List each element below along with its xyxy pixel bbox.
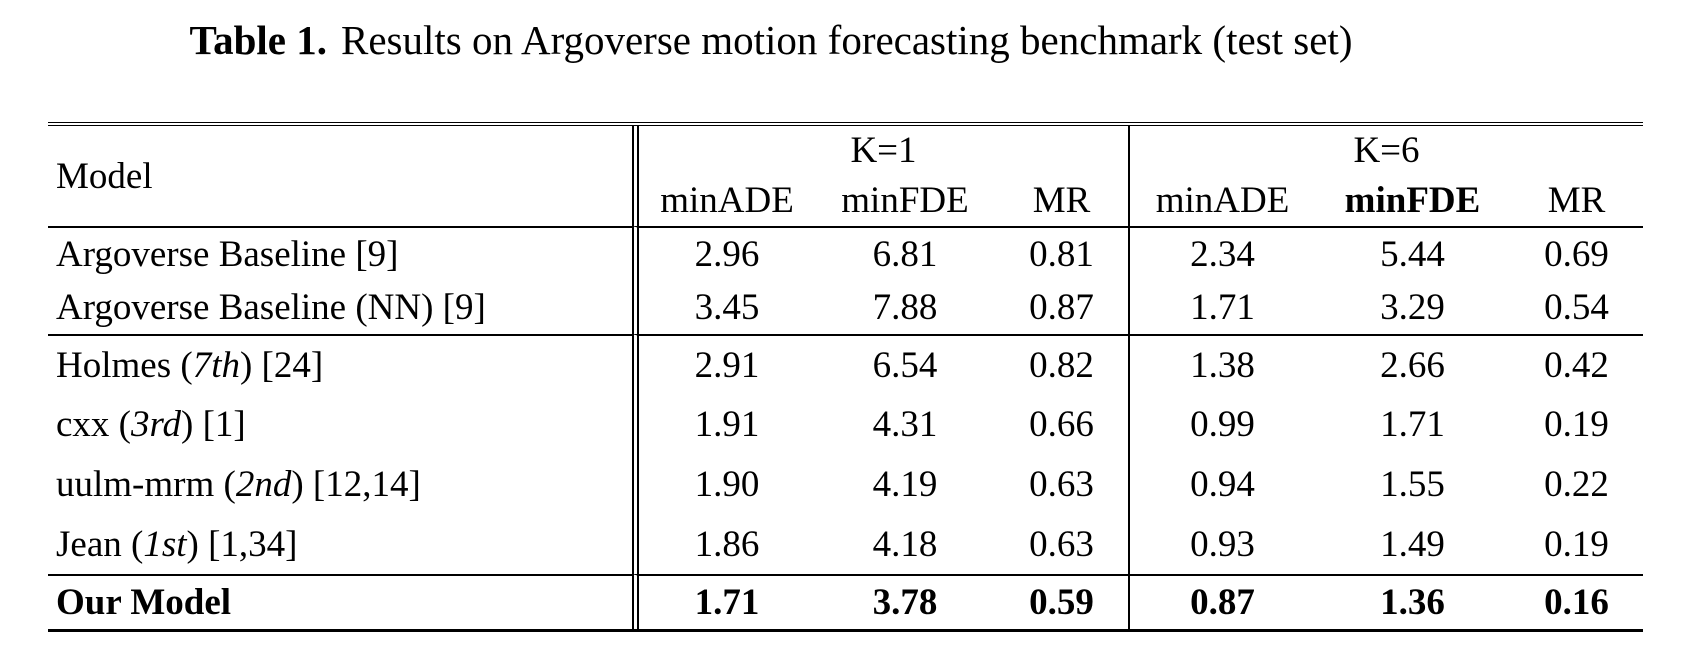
model-name-part: ) [1,34] <box>186 523 298 565</box>
column-header-k1-mr: MR <box>1032 179 1091 221</box>
model-name-part: Holmes ( <box>56 344 193 386</box>
cell-k6-mr: 0.16 <box>1510 574 1643 629</box>
cell-k6-minade: 0.99 <box>1128 394 1315 454</box>
cell-k1-mr: 0.59 <box>995 574 1128 629</box>
column-header-k6-minfde: minFDE <box>1344 179 1481 221</box>
model-name: cxx (3rd) [1] <box>48 394 632 454</box>
model-name: Holmes (7th) [24] <box>48 334 632 394</box>
cell-k1-minfde: 4.31 <box>872 403 938 445</box>
cell-k6-minade: 0.93 <box>1128 514 1315 574</box>
model-name-ordinal: 2nd <box>235 463 292 505</box>
cell-k1-mr: 0.81 <box>995 226 1128 280</box>
cell-k6-minfde: 3.29 <box>1380 286 1445 328</box>
cell-k6-mr: 0.69 <box>1510 226 1643 280</box>
model-name-part: Jean ( <box>56 523 144 565</box>
cell-k6-minade: 1.38 <box>1128 334 1315 394</box>
model-name-part: ) [24] <box>239 344 324 386</box>
cell-k1-minade: 1.91 <box>632 394 815 454</box>
cell-k1-mr: 0.63 <box>1029 523 1094 565</box>
cell-k1-minade: 1.71 <box>632 574 815 629</box>
cell-k1-minade: 1.90 <box>632 454 815 514</box>
cell-k6-minfde: 1.71 <box>1380 403 1445 445</box>
cell-k1-minfde: 4.19 <box>872 463 938 505</box>
model-name-part: cxx ( <box>56 403 131 445</box>
cell-k6-mr: 0.42 <box>1510 334 1643 394</box>
model-name: Our Model <box>48 574 632 629</box>
caption-label: Table 1. <box>189 17 327 63</box>
cell-k1-minfde: 6.54 <box>815 334 995 394</box>
model-name-part: Our Model <box>56 582 232 623</box>
model-name-ordinal: 3rd <box>131 403 182 445</box>
cell-k6-minfde: 1.55 <box>1380 463 1445 505</box>
column-header-k1-minade: minADE <box>632 174 815 226</box>
model-name-part: ) [1] <box>181 403 246 445</box>
cell-k1-minfde: 6.81 <box>815 226 995 280</box>
group-header-k6: K=6 <box>1128 126 1643 174</box>
table-caption: Table 1. Results on Argoverse motion fore… <box>0 16 1542 65</box>
model-name-ordinal: 7th <box>192 344 240 386</box>
model-name: Argoverse Baseline [9] <box>48 226 632 280</box>
cell-k6-minfde: 2.66 <box>1315 334 1510 394</box>
column-header-k6-minade: minADE <box>1128 174 1315 226</box>
cell-k6-mr: 0.19 <box>1544 523 1609 565</box>
cell-k1-minade: 2.96 <box>632 226 815 280</box>
caption-text: Results on Argoverse motion forecasting … <box>340 17 1353 63</box>
cell-k6-minade: 0.87 <box>1128 574 1315 629</box>
cell-k6-minade: 2.34 <box>1128 226 1315 280</box>
cell-k6-minade: 0.94 <box>1128 454 1315 514</box>
cell-k1-minade: 2.91 <box>632 334 815 394</box>
column-header-model: Model <box>56 155 153 197</box>
cell-k6-minfde: 1.49 <box>1380 523 1445 565</box>
cell-k1-mr: 0.82 <box>995 334 1128 394</box>
model-name-ordinal: 1st <box>143 523 187 565</box>
cell-k1-mr: 0.63 <box>1029 463 1094 505</box>
group-header-k1: K=1 <box>632 126 1128 174</box>
cell-k1-minfde: 7.88 <box>872 286 938 328</box>
cell-k1-minade: 1.86 <box>632 514 815 574</box>
cell-k6-mr: 0.22 <box>1544 463 1609 505</box>
model-name-part: Argoverse Baseline (NN) [9] <box>56 286 486 328</box>
cell-k1-mr: 0.66 <box>1029 403 1094 445</box>
column-header-k1-minfde: minFDE <box>841 179 969 221</box>
column-header-k6-mr: MR <box>1547 179 1606 221</box>
model-name: Jean (1st) [1,34] <box>48 514 632 574</box>
model-name-part: uulm-mrm ( <box>56 463 236 505</box>
cell-k1-mr: 0.87 <box>1029 286 1094 328</box>
cell-k1-minfde: 4.18 <box>872 523 938 565</box>
cell-k1-minfde: 3.78 <box>815 574 995 629</box>
cell-k6-mr: 0.54 <box>1544 286 1609 328</box>
cell-k6-minfde: 5.44 <box>1315 226 1510 280</box>
model-name: uulm-mrm (2nd) [12,14] <box>48 454 632 514</box>
model-name-part: Argoverse Baseline [9] <box>56 233 399 275</box>
cell-k6-minade: 1.71 <box>1128 280 1315 334</box>
cell-k6-minfde: 1.36 <box>1315 574 1510 629</box>
model-name: Argoverse Baseline (NN) [9] <box>48 280 632 334</box>
cell-k6-mr: 0.19 <box>1544 403 1609 445</box>
cell-k1-minade: 3.45 <box>632 280 815 334</box>
results-table: Model K=1 K=6 minADE minFDE MR minADE mi… <box>48 122 1643 632</box>
model-name-part: ) [12,14] <box>291 463 421 505</box>
